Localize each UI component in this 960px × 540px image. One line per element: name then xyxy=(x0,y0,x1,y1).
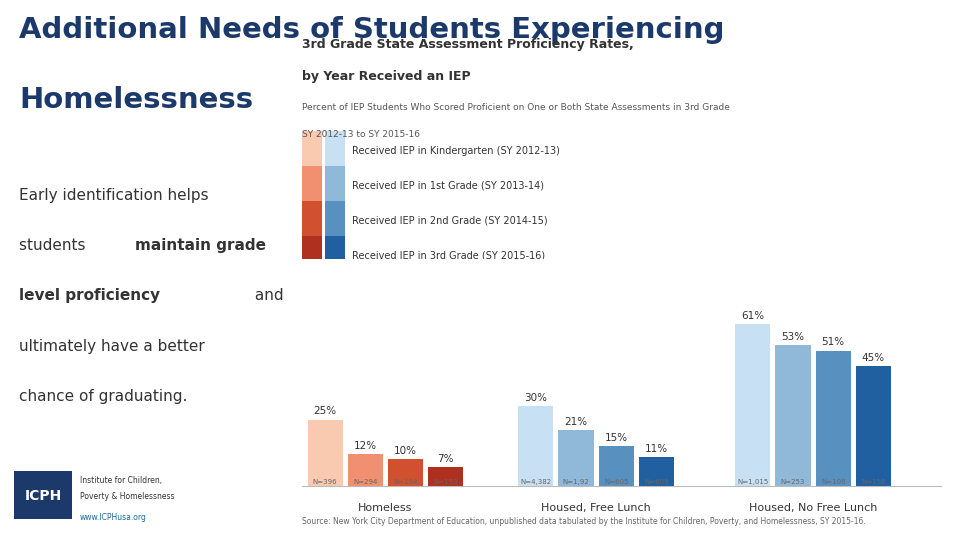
Text: 53%: 53% xyxy=(781,332,804,342)
Text: ICPH: ICPH xyxy=(25,489,61,503)
Bar xyxy=(816,350,851,486)
Text: students: students xyxy=(19,238,90,253)
Text: Received IEP in 2nd Grade (SY 2014-15): Received IEP in 2nd Grade (SY 2014-15) xyxy=(351,216,547,226)
Text: N=609: N=609 xyxy=(644,479,669,485)
Text: Housed, Free Lunch: Housed, Free Lunch xyxy=(541,503,651,513)
Text: 10%: 10% xyxy=(394,446,417,456)
Text: Homelessness: Homelessness xyxy=(19,86,253,114)
Text: N=1,92: N=1,92 xyxy=(563,479,589,485)
Text: 21%: 21% xyxy=(564,417,588,427)
Text: 12%: 12% xyxy=(353,441,377,451)
FancyBboxPatch shape xyxy=(302,237,323,275)
Bar xyxy=(559,430,593,486)
Text: 25%: 25% xyxy=(314,407,337,416)
Text: Source: New York City Department of Education, unpublished data tabulated by the: Source: New York City Department of Educ… xyxy=(302,517,866,526)
FancyBboxPatch shape xyxy=(14,471,72,519)
Bar xyxy=(428,468,464,486)
Text: 61%: 61% xyxy=(741,311,764,321)
Text: 45%: 45% xyxy=(862,353,885,363)
Text: Additional Needs of Students Experiencing: Additional Needs of Students Experiencin… xyxy=(19,16,725,44)
Text: N=106: N=106 xyxy=(821,479,846,485)
Text: Received IEP in Kindergarten (SY 2012-13): Received IEP in Kindergarten (SY 2012-13… xyxy=(351,146,560,156)
FancyBboxPatch shape xyxy=(325,201,346,240)
FancyBboxPatch shape xyxy=(325,131,346,170)
Text: N=605: N=605 xyxy=(604,479,629,485)
FancyBboxPatch shape xyxy=(325,237,346,275)
Text: 11%: 11% xyxy=(645,443,668,454)
Text: N=396: N=396 xyxy=(313,479,337,485)
Bar xyxy=(638,457,674,486)
Text: 51%: 51% xyxy=(822,338,845,347)
Text: Received IEP in 3rd Grade (SY 2015-16): Received IEP in 3rd Grade (SY 2015-16) xyxy=(351,251,545,261)
Text: Percent of IEP Students Who Scored Proficient on One or Both State Assessments i: Percent of IEP Students Who Scored Profi… xyxy=(302,103,731,112)
Text: N=158: N=158 xyxy=(861,479,886,485)
Text: Institute for Children,: Institute for Children, xyxy=(80,476,162,485)
Text: N=1,015: N=1,015 xyxy=(737,479,768,485)
Bar xyxy=(518,406,553,486)
Text: maintain grade: maintain grade xyxy=(135,238,266,253)
Text: and: and xyxy=(250,288,283,303)
Text: Housed, No Free Lunch: Housed, No Free Lunch xyxy=(749,503,877,513)
Text: 30%: 30% xyxy=(524,393,547,403)
Bar xyxy=(307,420,343,486)
Bar xyxy=(388,460,423,486)
Text: Received IEP in 1st Grade (SY 2013-14): Received IEP in 1st Grade (SY 2013-14) xyxy=(351,181,543,191)
Text: N=4,382: N=4,382 xyxy=(520,479,551,485)
Text: 15%: 15% xyxy=(605,433,628,443)
Text: chance of graduating.: chance of graduating. xyxy=(19,389,187,404)
FancyBboxPatch shape xyxy=(302,201,323,240)
Text: Poverty & Homelessness: Poverty & Homelessness xyxy=(80,491,174,501)
Text: N=194: N=194 xyxy=(394,479,418,485)
FancyBboxPatch shape xyxy=(302,166,323,205)
Bar xyxy=(348,454,383,486)
Bar xyxy=(599,446,634,486)
Text: Homeless: Homeless xyxy=(358,503,413,513)
Text: www.ICPHusa.org: www.ICPHusa.org xyxy=(80,513,147,522)
Text: N=294: N=294 xyxy=(353,479,377,485)
Text: 7%: 7% xyxy=(438,454,454,464)
Bar xyxy=(735,324,770,486)
Text: 3rd Grade State Assessment Proficiency Rates,: 3rd Grade State Assessment Proficiency R… xyxy=(302,38,635,51)
Text: by Year Received an IEP: by Year Received an IEP xyxy=(302,70,471,83)
Text: Early identification helps: Early identification helps xyxy=(19,188,209,203)
FancyBboxPatch shape xyxy=(325,166,346,205)
Text: N=253: N=253 xyxy=(780,479,805,485)
Bar xyxy=(776,345,810,486)
Text: ultimately have a better: ultimately have a better xyxy=(19,339,204,354)
Text: level proficiency: level proficiency xyxy=(19,288,160,303)
Text: N=193: N=193 xyxy=(433,479,458,485)
FancyBboxPatch shape xyxy=(302,131,323,170)
Text: SY 2012-13 to SY 2015-16: SY 2012-13 to SY 2015-16 xyxy=(302,130,420,139)
Bar xyxy=(856,367,891,486)
